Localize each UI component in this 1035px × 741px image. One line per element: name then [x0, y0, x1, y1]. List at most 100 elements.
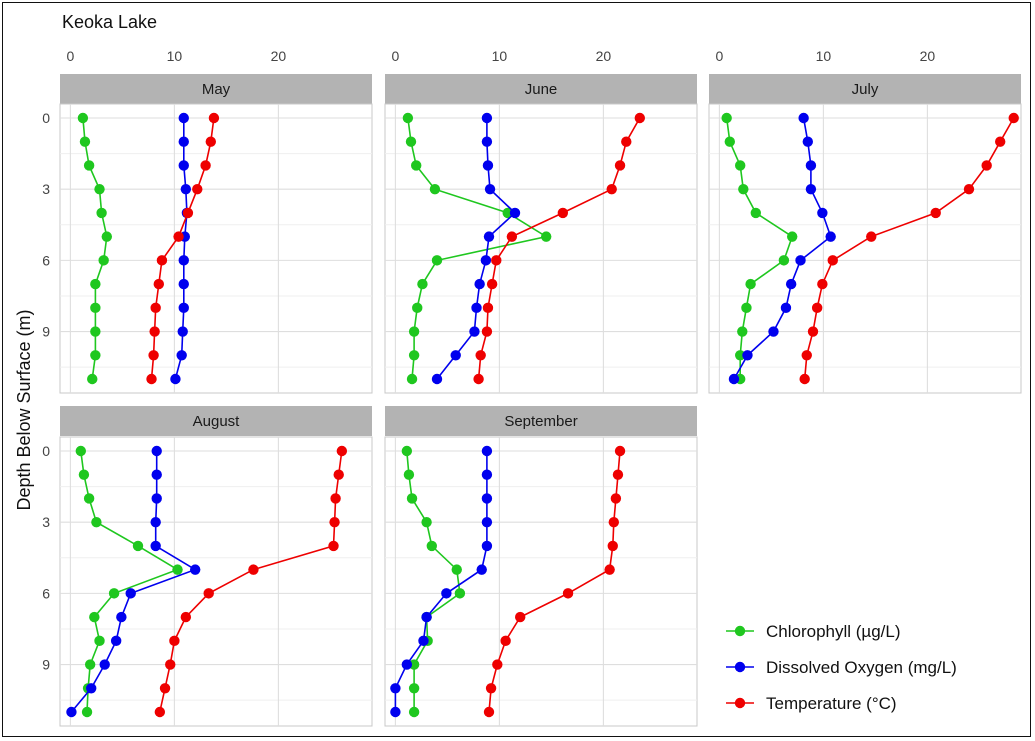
legend-label: Temperature (°C): [766, 694, 897, 713]
do-data-point: [728, 373, 740, 385]
temp-data-point: [485, 683, 497, 694]
panel-background: [59, 103, 373, 394]
do-data-point: [481, 493, 493, 504]
do-data-point: [805, 160, 817, 171]
panel-background: [384, 103, 698, 394]
chl-data-point: [87, 373, 98, 385]
do-data-point: [99, 659, 110, 670]
do-data-point: [780, 302, 792, 314]
do-data-point: [441, 588, 452, 599]
temp-data-point: [154, 706, 166, 718]
facet-strip: [385, 406, 697, 436]
do-data-point: [178, 160, 189, 171]
do-data-point: [178, 136, 189, 147]
panel-background: [59, 436, 373, 727]
facet-strip-label: May: [202, 81, 231, 98]
do-data-point: [481, 112, 493, 124]
chl-data-point: [411, 160, 422, 171]
chl-data-point: [408, 683, 420, 694]
do-data-point: [180, 183, 192, 195]
chl-data-point: [89, 611, 100, 623]
chl-data-point: [90, 326, 101, 337]
do-data-point: [481, 540, 493, 552]
chl-data-point: [778, 255, 790, 266]
do-data-point: [484, 183, 496, 195]
do-data-point: [481, 469, 493, 480]
x-tick-label: 0: [67, 48, 75, 64]
do-data-point: [450, 350, 461, 361]
temp-data-point: [329, 516, 340, 528]
do-data-point: [509, 207, 521, 219]
chl-data-point: [98, 255, 109, 266]
chl-data-point: [83, 160, 95, 171]
chl-data-point: [735, 350, 746, 361]
chl-data-point: [84, 659, 96, 670]
panel-background: [708, 103, 1022, 394]
do-data-point: [190, 564, 201, 575]
chl-data-point: [502, 207, 513, 219]
x-tick-label: 10: [167, 48, 183, 64]
temp-data-point: [612, 469, 624, 480]
temp-data-point: [200, 160, 211, 171]
temp-data-point: [205, 136, 216, 147]
chl-data-point: [403, 469, 415, 480]
chl-data-point: [738, 183, 749, 195]
temp-data-point: [607, 540, 618, 552]
temp-data-point: [491, 255, 502, 266]
chl-data-point: [787, 231, 798, 242]
chl-data-point: [101, 231, 113, 242]
do-data-point: [151, 445, 162, 457]
temp-data-point: [182, 207, 194, 219]
do-data-point: [390, 683, 401, 694]
do-data-point: [805, 183, 817, 195]
do-data-point: [785, 278, 797, 290]
do-data-point: [110, 635, 122, 647]
do-data-point: [481, 516, 493, 528]
chl-data-point: [721, 112, 732, 124]
y-tick-label: 0: [42, 443, 50, 459]
chl-data-point: [406, 373, 418, 385]
chl-data-point: [108, 588, 120, 599]
temp-data-point: [192, 183, 203, 195]
y-tick-label: 9: [42, 657, 50, 673]
chl-data-point: [90, 302, 101, 314]
facet-strip-label: July: [852, 81, 879, 98]
do-data-point: [151, 469, 162, 480]
temp-data-point: [515, 611, 526, 623]
chl-data-point: [91, 516, 102, 528]
y-tick-label: 6: [42, 585, 50, 601]
chl-data-point: [417, 278, 428, 290]
temp-data-point: [486, 278, 498, 290]
temp-data-point: [203, 588, 214, 599]
chl-data-point: [735, 160, 746, 171]
chl-data-point: [77, 112, 89, 124]
temp-data-point: [604, 564, 615, 575]
do-data-point: [482, 160, 494, 171]
do-data-point: [768, 326, 779, 337]
temp-data-point: [146, 373, 157, 385]
temp-data-point: [328, 540, 339, 552]
do-data-point: [178, 255, 189, 266]
do-data-point: [150, 516, 161, 528]
chl-data-point: [81, 706, 93, 718]
legend-key-point: [734, 661, 746, 673]
chl-data-point: [421, 516, 432, 528]
temp-data-point: [557, 207, 569, 219]
temp-data-point: [180, 611, 192, 623]
x-tick-label: 20: [596, 48, 612, 64]
do-data-point: [483, 231, 495, 242]
y-tick-label: 3: [42, 514, 50, 530]
do-data-point: [474, 278, 485, 290]
do-data-point: [431, 373, 443, 385]
chl-data-point: [412, 302, 423, 314]
do-data-point: [176, 350, 187, 361]
do-data-point: [178, 112, 189, 124]
chl-data-point: [406, 493, 418, 504]
chl-data-point: [78, 469, 90, 480]
do-data-point: [66, 706, 77, 718]
do-data-point: [825, 231, 836, 242]
do-data-point: [178, 278, 189, 290]
facet-strip: [709, 74, 1021, 104]
chl-data-point: [408, 706, 420, 718]
temp-data-point: [165, 659, 176, 670]
